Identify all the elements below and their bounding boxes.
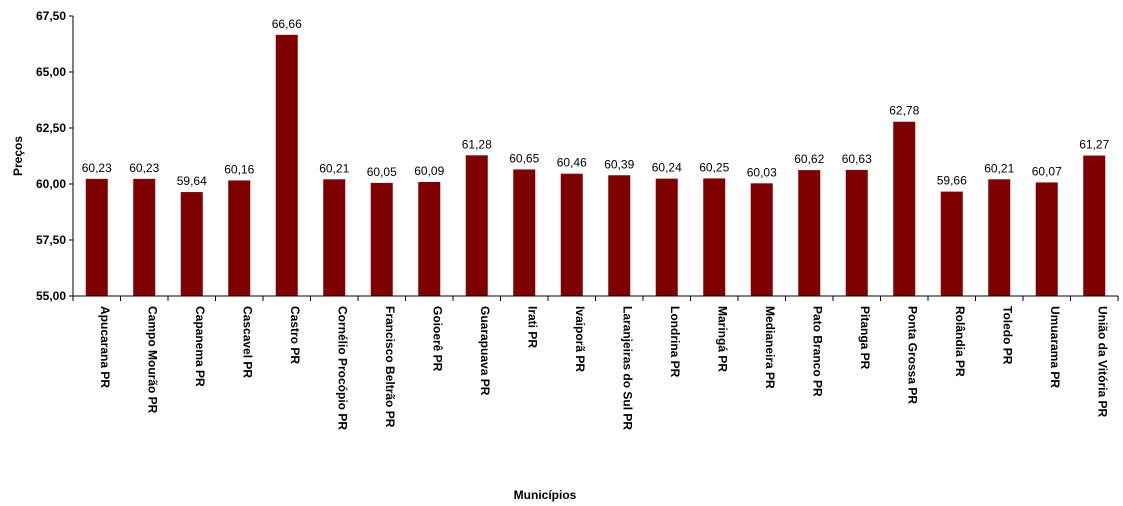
bar-value-label: 60,23 bbox=[129, 161, 159, 175]
y-tick-label: 67,50 bbox=[36, 9, 66, 23]
bar bbox=[370, 182, 393, 296]
y-axis-ticks: 55,00 57,50 60,00 62,50 65,00 67,50 bbox=[36, 9, 73, 303]
category-label: Francisco Beltrão PR bbox=[383, 306, 397, 428]
bar-value-label: 60,24 bbox=[652, 161, 682, 175]
x-axis-ticks bbox=[72, 296, 1119, 301]
bar bbox=[750, 183, 773, 296]
bar-value-label: 60,03 bbox=[747, 165, 777, 179]
bar bbox=[893, 121, 916, 296]
category-label: Apucarana PR bbox=[98, 306, 112, 388]
bar-value-label: 60,05 bbox=[367, 165, 397, 179]
bar-value-label: 62,78 bbox=[889, 104, 919, 118]
bar bbox=[228, 180, 251, 296]
bar bbox=[560, 173, 583, 296]
bar bbox=[1083, 155, 1106, 296]
bar-value-label: 60,46 bbox=[557, 156, 587, 170]
y-axis-title: Preços bbox=[11, 136, 25, 176]
category-labels-group: Apucarana PR Campo Mourão PR Capanema PR Ca… bbox=[98, 306, 1110, 430]
bar bbox=[513, 169, 536, 296]
category-label: Pitanga PR bbox=[858, 306, 872, 370]
bar bbox=[133, 178, 156, 296]
y-tick-label: 57,50 bbox=[36, 233, 66, 247]
bar bbox=[608, 175, 631, 296]
category-label: Pato Branco PR bbox=[810, 306, 824, 397]
category-label: Campo Mourão PR bbox=[145, 306, 159, 414]
bar-value-label: 60,21 bbox=[984, 161, 1014, 175]
bar-value-label: 60,62 bbox=[794, 152, 824, 166]
bar-value-label: 60,23 bbox=[82, 161, 112, 175]
category-label: União da Vitória PR bbox=[1095, 306, 1109, 417]
category-label: Londrina PR bbox=[668, 306, 682, 378]
category-label: Irati PR bbox=[525, 306, 539, 348]
category-label: Rolândia PR bbox=[953, 306, 967, 377]
bar-value-label: 60,07 bbox=[1032, 164, 1062, 178]
bar bbox=[465, 155, 488, 296]
category-label: Goioerê PR bbox=[430, 306, 444, 372]
bar-value-label: 61,27 bbox=[1079, 138, 1109, 152]
category-label: Cascavel PR bbox=[240, 306, 254, 378]
category-label: Ponta Grossa PR bbox=[905, 306, 919, 404]
bar-value-label: 60,21 bbox=[319, 161, 349, 175]
bar bbox=[1035, 182, 1058, 296]
bar-value-label: 60,65 bbox=[509, 151, 539, 165]
bars-group bbox=[85, 34, 1106, 296]
bar bbox=[798, 170, 821, 296]
bar bbox=[655, 178, 678, 296]
y-tick-label: 60,00 bbox=[36, 177, 66, 191]
category-label: Cornélio Procópio PR bbox=[335, 306, 349, 430]
bar-value-label: 60,63 bbox=[842, 152, 872, 166]
category-label: Toledo PR bbox=[1000, 306, 1014, 365]
category-label: Capanema PR bbox=[193, 306, 207, 387]
bar bbox=[85, 178, 108, 296]
category-label: Umuarama PR bbox=[1048, 306, 1062, 388]
bar bbox=[180, 192, 203, 296]
data-labels-group: 60,23 60,23 59,64 60,16 66,66 60,21 60,05 60,09… bbox=[82, 17, 1110, 188]
x-axis-title: Municípios bbox=[514, 488, 577, 502]
bar bbox=[703, 178, 726, 296]
bar bbox=[275, 34, 298, 296]
bar bbox=[988, 179, 1011, 296]
bar-value-label: 60,39 bbox=[604, 157, 634, 171]
y-tick-label: 55,00 bbox=[36, 289, 66, 303]
bar bbox=[845, 169, 868, 296]
bar-value-label: 66,66 bbox=[272, 17, 302, 31]
category-label: Castro PR bbox=[288, 306, 302, 364]
bar-value-label: 60,25 bbox=[699, 160, 729, 174]
category-label: Medianeira PR bbox=[763, 306, 777, 389]
category-label: Ivaiporã PR bbox=[573, 306, 587, 372]
bar-value-label: 59,66 bbox=[937, 174, 967, 188]
y-tick-label: 62,50 bbox=[36, 121, 66, 135]
bar-value-label: 60,16 bbox=[224, 162, 254, 176]
bar-value-label: 61,28 bbox=[462, 137, 492, 151]
bar bbox=[323, 179, 346, 296]
category-label: Maringá PR bbox=[715, 306, 729, 372]
category-label: Laranjeiras do Sul PR bbox=[620, 306, 634, 430]
bar-value-label: 60,09 bbox=[414, 164, 444, 178]
y-tick-label: 65,00 bbox=[36, 65, 66, 79]
bar bbox=[940, 191, 963, 296]
category-label: Guarapuava PR bbox=[478, 306, 492, 396]
bar-value-label: 59,64 bbox=[177, 174, 207, 188]
bar bbox=[418, 181, 441, 296]
